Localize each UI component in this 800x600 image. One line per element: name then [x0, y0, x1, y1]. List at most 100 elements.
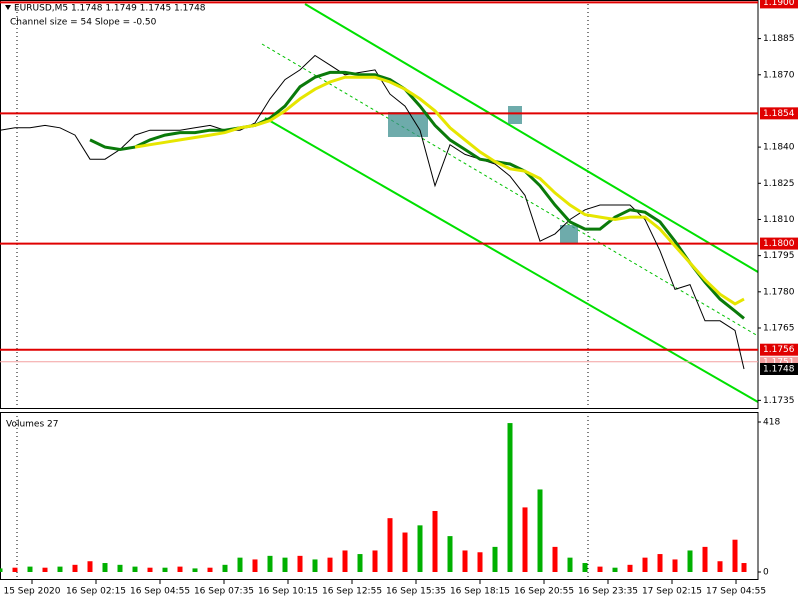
volume-bar — [222, 564, 228, 572]
volume-bar — [402, 532, 408, 572]
trade-marker — [388, 112, 428, 137]
x-tick-label: 16 Sep 15:35 — [386, 587, 446, 597]
volume-bar — [42, 567, 48, 572]
ask-label-box — [760, 356, 798, 367]
y-tick-label: 1.1735 — [763, 396, 795, 406]
x-tick-label: 16 Sep 07:35 — [194, 587, 254, 597]
volume-bar — [132, 566, 138, 572]
volume-bar — [462, 550, 468, 572]
volume-bar — [192, 568, 198, 572]
level-label: 1.1800 — [763, 239, 795, 249]
volume-bar — [492, 546, 498, 572]
y-tick-label: 418 — [763, 418, 780, 428]
last-price-box — [760, 363, 798, 375]
volume-bar — [702, 546, 708, 572]
volume-bar — [372, 550, 378, 572]
volume-bar — [237, 557, 243, 572]
y-tick-label: 1.1825 — [763, 179, 795, 189]
price-line — [0, 54, 745, 370]
moving-average — [89, 70, 745, 320]
y-tick-label: 1.1840 — [763, 143, 795, 153]
level-label: 1.1756 — [763, 345, 795, 355]
level-label-box — [760, 237, 798, 250]
volume-bar — [741, 563, 747, 572]
x-tick-label: 16 Sep 20:55 — [514, 587, 574, 597]
volume-bar — [312, 559, 318, 572]
volume-bar — [537, 489, 543, 572]
volume-bar — [57, 566, 63, 572]
last-price-label: 1.1748 — [763, 365, 795, 375]
trade-marker — [508, 106, 522, 124]
volume-bar — [597, 566, 603, 572]
volume-bar — [327, 557, 333, 572]
volume-bar — [612, 567, 618, 572]
y-tick-label: 1.1780 — [763, 287, 795, 297]
x-tick-label: 16 Sep 23:35 — [578, 587, 638, 597]
volume-bar — [147, 567, 153, 572]
level-label-box — [760, 343, 798, 356]
volume-bar — [582, 563, 588, 572]
volume-bar — [387, 518, 393, 572]
x-tick-label: 16 Sep 10:15 — [258, 587, 318, 597]
volume-bar — [417, 525, 423, 572]
y-tick-label: 1.1810 — [763, 215, 795, 225]
y-tick-label: 1.1870 — [763, 70, 795, 80]
volume-bar — [207, 567, 213, 572]
volume-bar — [642, 557, 648, 572]
chart-title: EURUSD,M5 1.1748 1.1749 1.1745 1.1748 — [14, 4, 206, 14]
level-label-box — [760, 107, 798, 120]
volume-bar — [657, 554, 663, 572]
volume-bar — [282, 557, 288, 572]
volume-bar — [162, 567, 168, 572]
volume-title: Volumes 27 — [6, 420, 58, 430]
price-pane — [0, 0, 759, 409]
volume-bar — [177, 566, 183, 572]
chart-subtitle: Channel size = 54 Slope = -0.50 — [10, 18, 157, 28]
volume-bar — [552, 546, 558, 572]
x-tick-label: 17 Sep 04:55 — [706, 587, 766, 597]
volume-bar — [447, 536, 453, 572]
y-tick-label: 1.1765 — [763, 324, 795, 334]
volume-bar — [102, 563, 108, 572]
level-label: 1.1854 — [763, 109, 795, 119]
x-tick-label: 17 Sep 02:15 — [642, 587, 702, 597]
x-tick-label: 16 Sep 12:55 — [322, 587, 382, 597]
menu-arrow[interactable] — [5, 5, 11, 10]
volume-bar — [507, 423, 513, 572]
volume-bar — [522, 507, 528, 572]
volume-bar — [342, 550, 348, 572]
channel-upper — [304, 3, 759, 273]
volume-bar — [717, 561, 723, 572]
x-tick-label: 16 Sep 04:55 — [130, 587, 190, 597]
volume-bar — [477, 552, 483, 572]
volume-bar — [87, 561, 93, 572]
volume-bar — [732, 539, 738, 572]
volume-bar — [252, 559, 258, 572]
ask-label: 1.1751 — [763, 357, 795, 367]
trade-marker — [560, 225, 578, 243]
x-tick-label: 16 Sep 18:15 — [450, 587, 510, 597]
volume-bar — [567, 557, 573, 572]
x-tick-label: 15 Sep 2020 — [3, 587, 60, 597]
volume-bar — [297, 555, 303, 572]
volume-bar — [357, 554, 363, 572]
moving-average — [134, 75, 745, 306]
level-label: 1.1900 — [763, 0, 795, 8]
volume-bar — [432, 510, 438, 572]
y-tick-label: 0 — [763, 568, 769, 578]
x-tick-label: 16 Sep 02:15 — [66, 587, 126, 597]
channel — [261, 3, 759, 403]
volume-bar — [117, 564, 123, 572]
y-tick-label: 1.1795 — [763, 251, 795, 261]
volume-bar — [627, 564, 633, 572]
volume-bar — [672, 559, 678, 572]
volume-bar — [267, 555, 273, 572]
channel-lower — [264, 117, 759, 403]
volume-bar — [12, 567, 18, 572]
volume-pane — [0, 412, 759, 580]
volume-bar — [27, 566, 33, 572]
volume-bar — [0, 568, 3, 572]
trade-markers — [388, 106, 578, 243]
